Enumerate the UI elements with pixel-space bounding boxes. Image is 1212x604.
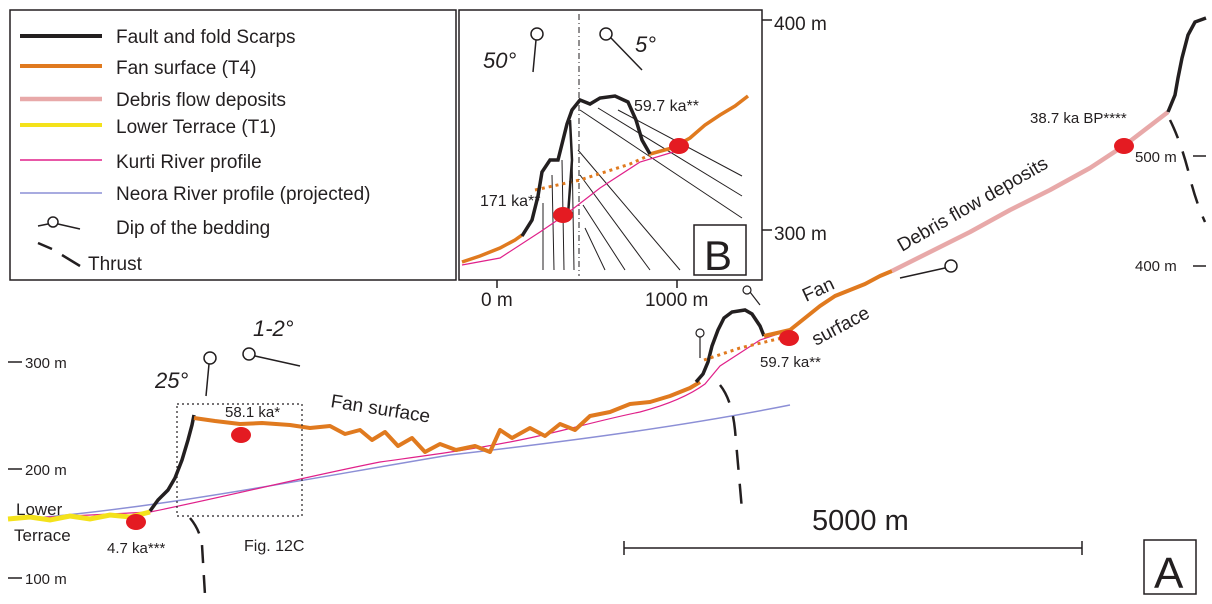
panel-a-letter: A [1154, 549, 1184, 598]
inset-dip-symbol-5 [599, 27, 643, 71]
right-tick-500: 500 m [1135, 149, 1177, 166]
legend-label-scarps: Fault and fold Scarps [116, 27, 296, 48]
inset-sample-dot-59-7ka [669, 138, 689, 154]
legend-swatch-thrust [37, 241, 81, 268]
sample-dot-58-1ka [231, 427, 251, 443]
panel-b-letter: B [704, 232, 732, 279]
legend-label-terrace: Lower Terrace (T1) [116, 117, 276, 138]
neora-river-profile [9, 404, 791, 521]
dip-symbol-debris [899, 259, 958, 279]
age-label-4-7ka: 4.7 ka*** [107, 540, 166, 557]
dip-symbol-scarp2a [695, 328, 705, 358]
sample-dot-38-7ka [1114, 138, 1134, 154]
inset-panel: 400 m 300 m 0 m 1000 m [458, 9, 827, 311]
scale-bar [623, 541, 1083, 555]
inset-xtick-0: 0 m [481, 290, 513, 311]
inset-fan-surface-lower [461, 233, 524, 264]
inset-dip-5-label: 5° [635, 32, 656, 57]
inset-fault-scarp-inner [566, 119, 574, 216]
inset-fault-scarp [520, 94, 652, 237]
fan-surface-line [193, 380, 702, 454]
dip-symbol-scarp2b [742, 285, 761, 306]
dip-25-label: 25° [154, 368, 188, 393]
legend-label-dip: Dip of the bedding [116, 218, 270, 239]
inset-fan-projection [534, 153, 651, 192]
fan-surface-label: Fan surface [329, 391, 431, 427]
panel-b-box [693, 224, 747, 276]
inset-age-59-7ka: 59.7 ka** [634, 98, 699, 115]
inset-dip-50-label: 50° [483, 48, 516, 73]
legend-label-neora: Neora River profile (projected) [116, 184, 371, 205]
legend-label-fan: Fan surface (T4) [116, 58, 256, 79]
thrust-line-3 [1168, 119, 1207, 223]
debris-flow-line [890, 110, 1170, 274]
fault-scarp-2 [694, 308, 766, 384]
fault-scarp-3 [1166, 16, 1207, 113]
fan-projection-dotted [703, 334, 791, 362]
right-axis: 500 m 400 m [1135, 149, 1206, 275]
legend-label-kurti: Kurti River profile [116, 152, 262, 173]
left-axis: 300 m 200 m 100 m [8, 355, 67, 588]
legend: Fault and fold Scarps Fan surface (T4) D… [9, 9, 457, 281]
right-tick-400: 400 m [1135, 258, 1177, 275]
left-tick-300: 300 m [25, 355, 67, 372]
legend-label-thrust: Thrust [88, 254, 143, 275]
panel-a-box [1143, 539, 1197, 595]
inset-xtick-1000: 1000 m [645, 290, 708, 311]
inset-age-171ka: 171 ka** [480, 193, 541, 210]
age-label-58-1ka: 58.1 ka* [225, 404, 280, 421]
fan-label: Fan [799, 274, 838, 307]
age-label-38-7ka: 38.7 ka BP**** [1030, 110, 1127, 127]
fan-surface-upper-line [763, 269, 893, 338]
fig-12c-label: Fig. 12C [244, 538, 304, 555]
age-label-59-7ka: 59.7 ka** [760, 354, 821, 371]
inset-sample-dot-171ka [553, 207, 573, 223]
lower-terrace-label-line2: Terrace [14, 526, 71, 545]
legend-swatch-dip [37, 216, 81, 230]
thrust-line-1 [189, 517, 207, 596]
dip-symbol-25 [203, 351, 217, 397]
legend-label-debris: Debris flow deposits [116, 90, 286, 111]
sample-dot-59-7ka [779, 330, 799, 346]
fig-12c-box [176, 403, 303, 517]
inset-dip-symbol-50 [530, 27, 544, 73]
sample-dot-4-7ka [126, 514, 146, 530]
fault-scarp-1 [148, 414, 196, 513]
dip-1-2-label: 1-2° [253, 316, 294, 341]
kurti-river-profile [9, 329, 791, 520]
debris-flow-label: Debris flow deposits [894, 153, 1052, 256]
thrust-line-2 [719, 384, 744, 511]
dip-symbol-1-2 [242, 347, 301, 367]
legend-box [9, 9, 457, 281]
lower-terrace-line [7, 509, 151, 523]
left-tick-100: 100 m [25, 571, 67, 588]
left-tick-200: 200 m [25, 462, 67, 479]
lower-terrace-label-line1: Lower [16, 500, 63, 519]
inset-ytick-300: 300 m [774, 224, 827, 245]
scale-bar-label: 5000 m [812, 505, 909, 537]
inset-ytick-400: 400 m [774, 14, 827, 35]
